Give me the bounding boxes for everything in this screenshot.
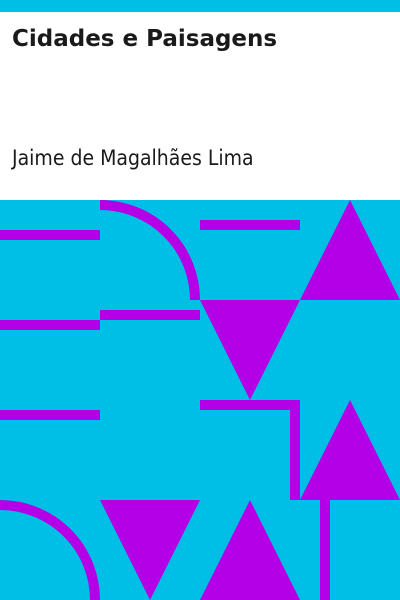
book-title: Cidades e Paisagens bbox=[12, 26, 278, 52]
pattern-line-4 bbox=[100, 310, 200, 320]
pattern-triangle-down-2 bbox=[100, 500, 200, 600]
pattern-arc-2 bbox=[0, 500, 100, 600]
top-accent-bar bbox=[0, 0, 400, 12]
pattern-line-1 bbox=[0, 230, 100, 240]
pattern-corner-1 bbox=[200, 400, 300, 500]
pattern-arc-1 bbox=[99, 200, 200, 301]
pattern-triangle-up-1 bbox=[300, 200, 400, 300]
cover-pattern bbox=[0, 200, 400, 600]
pattern-line-6 bbox=[320, 500, 330, 600]
pattern-triangle-up-2 bbox=[300, 400, 400, 500]
book-author: Jaime de Magalhães Lima bbox=[12, 146, 254, 170]
pattern-triangle-down-1 bbox=[200, 300, 300, 400]
pattern-line-3 bbox=[0, 320, 100, 330]
pattern-line-2 bbox=[200, 220, 300, 230]
pattern-triangle-up-3 bbox=[200, 500, 300, 600]
pattern-line-5 bbox=[0, 410, 100, 420]
